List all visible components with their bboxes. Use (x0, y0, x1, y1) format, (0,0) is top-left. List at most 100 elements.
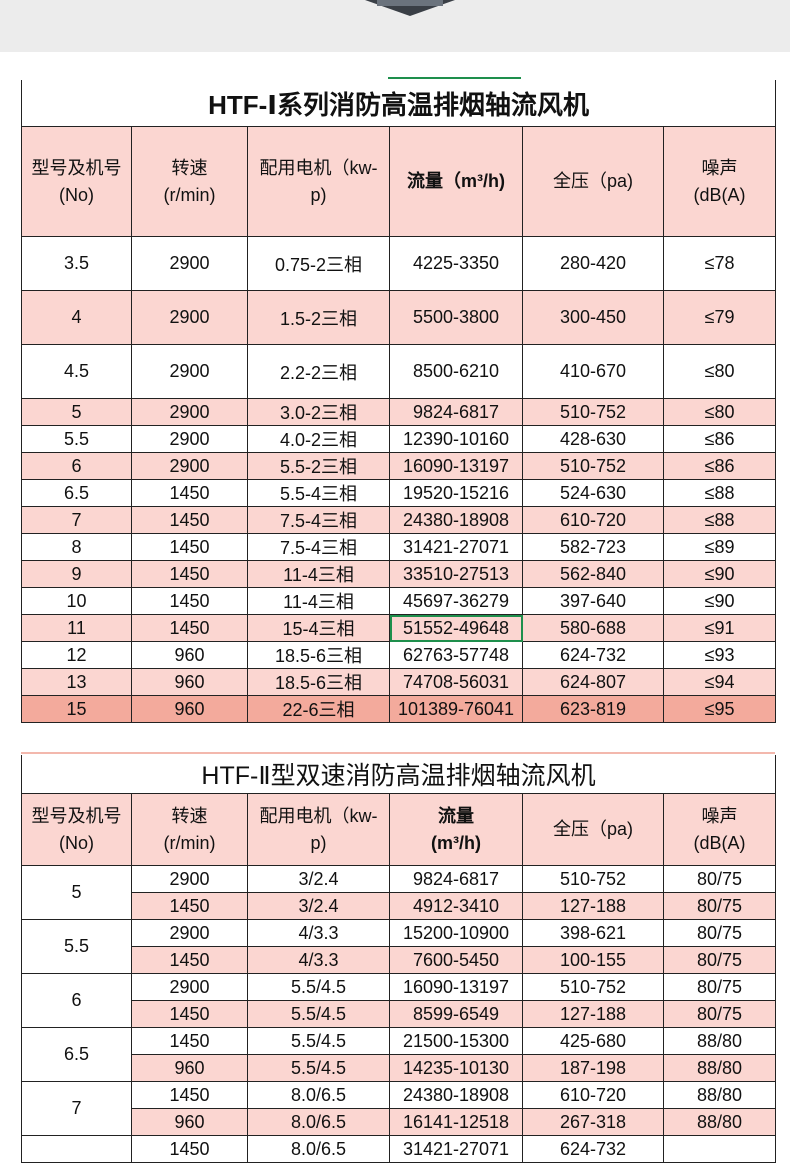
table-cell[interactable]: 127-188 (522, 1000, 664, 1028)
table-cell[interactable]: 1450 (131, 1027, 248, 1055)
table-cell[interactable]: 88/80 (662, 1108, 777, 1136)
table-cell[interactable]: 7 (21, 506, 132, 534)
table-cell[interactable]: ≤89 (662, 533, 777, 561)
table-cell[interactable]: ≤80 (662, 398, 777, 426)
table-cell[interactable]: 2900 (131, 398, 248, 426)
table-cell[interactable]: 5.5 (21, 425, 132, 453)
table-cell[interactable]: 2900 (131, 236, 248, 291)
model-no-cell[interactable]: 5.5 (21, 919, 132, 974)
table-cell[interactable]: 101389-76041 (389, 695, 523, 723)
table-cell[interactable]: 398-621 (522, 919, 664, 947)
table-cell[interactable]: 2900 (131, 290, 248, 345)
table-cell[interactable]: 2900 (131, 452, 248, 480)
table-cell[interactable]: 1450 (131, 1135, 248, 1163)
table-cell[interactable]: 4 (21, 290, 132, 345)
table-cell[interactable]: 1450 (131, 479, 248, 507)
table-cell[interactable]: 267-318 (522, 1108, 664, 1136)
table-cell[interactable]: 15-4三相 (247, 614, 390, 642)
table-cell[interactable]: 12 (21, 641, 132, 669)
table-cell[interactable]: 21500-15300 (389, 1027, 523, 1055)
table-cell[interactable]: 5.5/4.5 (247, 1054, 390, 1082)
table-cell[interactable]: 4/3.3 (247, 946, 390, 974)
table-cell[interactable]: 18.5-6三相 (247, 641, 390, 669)
table-cell[interactable]: 7.5-4三相 (247, 506, 390, 534)
table-cell[interactable]: 10 (21, 587, 132, 615)
table-cell[interactable]: 4912-3410 (389, 892, 523, 920)
table-cell[interactable]: 3/2.4 (247, 865, 390, 893)
table-cell[interactable]: 16141-12518 (389, 1108, 523, 1136)
table-cell[interactable]: 8.0/6.5 (247, 1081, 390, 1109)
table-cell[interactable]: 410-670 (522, 344, 664, 399)
table-cell[interactable]: 11 (21, 614, 132, 642)
table-cell[interactable]: 4.0-2三相 (247, 425, 390, 453)
table-cell[interactable]: 7600-5450 (389, 946, 523, 974)
table-cell[interactable]: 8500-6210 (389, 344, 523, 399)
table-cell[interactable]: 624-732 (522, 1135, 664, 1163)
table-cell[interactable]: 45697-36279 (389, 587, 523, 615)
table-cell[interactable]: 5 (21, 398, 132, 426)
table-cell[interactable]: 624-807 (522, 668, 664, 696)
table-cell[interactable]: 100-155 (522, 946, 664, 974)
model-no-cell[interactable]: 6.5 (21, 1027, 132, 1082)
table-cell[interactable]: 187-198 (522, 1054, 664, 1082)
table-cell[interactable]: 4/3.3 (247, 919, 390, 947)
table-cell[interactable]: 510-752 (522, 398, 664, 426)
table-cell[interactable]: 6.5 (21, 479, 132, 507)
table-cell[interactable]: ≤86 (662, 425, 777, 453)
table-cell[interactable]: 16090-13197 (389, 452, 523, 480)
table-cell[interactable]: 2900 (131, 973, 248, 1001)
model-no-cell[interactable] (21, 1135, 132, 1163)
table-cell[interactable]: 11-4三相 (247, 587, 390, 615)
table-cell[interactable]: 6 (21, 452, 132, 480)
table-cell[interactable]: 510-752 (522, 452, 664, 480)
table-cell[interactable]: 397-640 (522, 587, 664, 615)
table-cell[interactable]: ≤86 (662, 452, 777, 480)
table-cell[interactable]: 16090-13197 (389, 973, 523, 1001)
table-cell[interactable]: 1450 (131, 1081, 248, 1109)
table-cell[interactable]: 4225-3350 (389, 236, 523, 291)
table-cell[interactable]: 8.0/6.5 (247, 1108, 390, 1136)
table-cell[interactable]: 80/75 (662, 973, 777, 1001)
table-cell[interactable]: ≤80 (662, 344, 777, 399)
table-cell[interactable]: 80/75 (662, 892, 777, 920)
table-cell[interactable]: 1450 (131, 587, 248, 615)
table-cell[interactable]: 1450 (131, 946, 248, 974)
table-cell[interactable]: 2900 (131, 344, 248, 399)
table-cell[interactable]: 51552-49648 (389, 614, 523, 642)
table-cell[interactable]: 1450 (131, 1000, 248, 1028)
table-cell[interactable]: ≤94 (662, 668, 777, 696)
table-cell[interactable]: 88/80 (662, 1027, 777, 1055)
table-cell[interactable]: 582-723 (522, 533, 664, 561)
table-cell[interactable]: 5.5/4.5 (247, 1000, 390, 1028)
table-cell[interactable]: 623-819 (522, 695, 664, 723)
table-cell[interactable]: 2900 (131, 919, 248, 947)
table-cell[interactable]: 31421-27071 (389, 533, 523, 561)
table-cell[interactable]: 580-688 (522, 614, 664, 642)
table-cell[interactable]: 960 (131, 641, 248, 669)
table-cell[interactable]: 8599-6549 (389, 1000, 523, 1028)
table-cell[interactable]: 8 (21, 533, 132, 561)
table-cell[interactable]: 960 (131, 668, 248, 696)
table-cell[interactable]: 0.75-2三相 (247, 236, 390, 291)
table-cell[interactable]: 3.5 (21, 236, 132, 291)
table-cell[interactable]: 15200-10900 (389, 919, 523, 947)
table-cell[interactable]: 9 (21, 560, 132, 588)
table-cell[interactable]: 3/2.4 (247, 892, 390, 920)
table-cell[interactable]: 1450 (131, 614, 248, 642)
table-cell[interactable]: 31421-27071 (389, 1135, 523, 1163)
table-cell[interactable]: 80/75 (662, 946, 777, 974)
table-cell[interactable]: ≤78 (662, 236, 777, 291)
table-cell[interactable]: 300-450 (522, 290, 664, 345)
table-cell[interactable]: 8.0/6.5 (247, 1135, 390, 1163)
table-cell[interactable]: 960 (131, 1108, 248, 1136)
table-cell[interactable]: ≤95 (662, 695, 777, 723)
table-cell[interactable]: 18.5-6三相 (247, 668, 390, 696)
model-no-cell[interactable]: 6 (21, 973, 132, 1028)
table-cell[interactable]: 960 (131, 1054, 248, 1082)
table-cell[interactable]: 5.5/4.5 (247, 1027, 390, 1055)
table-cell[interactable]: 12390-10160 (389, 425, 523, 453)
table-cell[interactable]: 524-630 (522, 479, 664, 507)
table-cell[interactable]: 24380-18908 (389, 506, 523, 534)
table-cell[interactable] (662, 1135, 777, 1163)
table-cell[interactable]: ≤90 (662, 587, 777, 615)
